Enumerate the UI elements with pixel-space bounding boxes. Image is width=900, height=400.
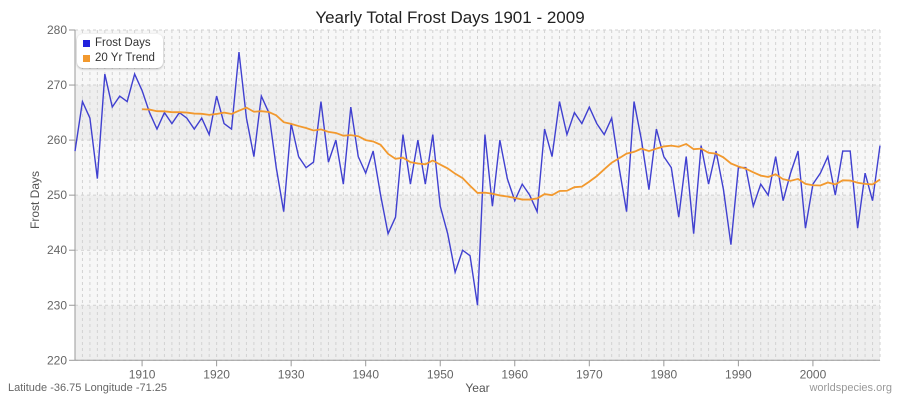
svg-text:270: 270	[47, 78, 67, 92]
svg-text:220: 220	[47, 353, 67, 367]
svg-text:1950: 1950	[427, 367, 454, 381]
svg-text:230: 230	[47, 298, 67, 312]
svg-text:1980: 1980	[650, 367, 677, 381]
svg-text:280: 280	[47, 23, 67, 37]
svg-text:1960: 1960	[501, 367, 528, 381]
svg-text:1970: 1970	[576, 367, 603, 381]
svg-text:1920: 1920	[203, 367, 230, 381]
svg-text:260: 260	[47, 133, 67, 147]
svg-text:1990: 1990	[725, 367, 752, 381]
svg-text:240: 240	[47, 243, 67, 257]
svg-text:1930: 1930	[278, 367, 305, 381]
svg-text:2000: 2000	[800, 367, 827, 381]
svg-text:250: 250	[47, 188, 67, 202]
svg-text:1940: 1940	[352, 367, 379, 381]
svg-text:1910: 1910	[129, 367, 156, 381]
